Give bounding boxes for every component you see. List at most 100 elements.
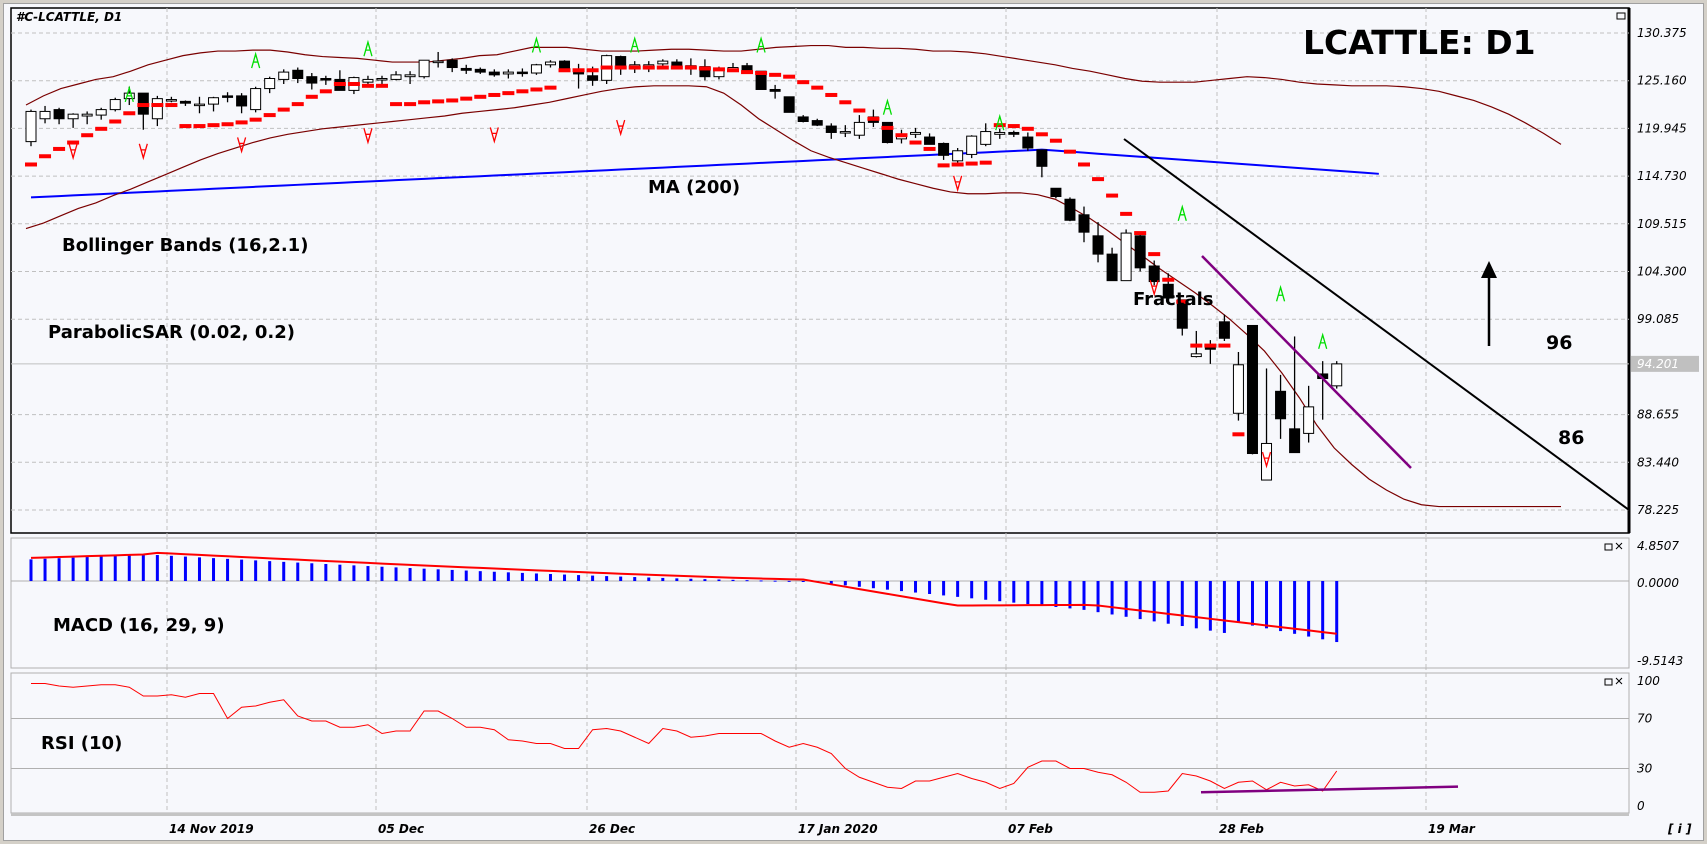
candle bbox=[1078, 206, 1090, 243]
maximize-icon[interactable] bbox=[1616, 12, 1626, 20]
macd-histogram-bar bbox=[71, 557, 75, 581]
rsi-line bbox=[31, 683, 1338, 793]
macd-tick-label: 4.8507 bbox=[1637, 539, 1679, 553]
macd-histogram-bar bbox=[1194, 581, 1198, 629]
candle bbox=[236, 93, 248, 114]
macd-histogram-bar bbox=[829, 581, 833, 584]
macd-histogram-bar bbox=[268, 561, 272, 581]
psar-dot bbox=[235, 120, 248, 125]
macd-histogram-bar bbox=[127, 555, 131, 581]
macd-histogram-bar bbox=[759, 580, 763, 582]
rsi-label: RSI (10) bbox=[41, 733, 123, 754]
fractal-up-icon bbox=[882, 98, 893, 115]
psar-dot bbox=[249, 117, 262, 122]
macd-histogram-bar bbox=[591, 575, 595, 581]
candle bbox=[924, 133, 936, 145]
macd-histogram-bar bbox=[1236, 581, 1240, 623]
psar-dot bbox=[600, 65, 613, 70]
candle bbox=[25, 109, 37, 147]
psar-dot bbox=[25, 162, 37, 167]
candle bbox=[1064, 197, 1076, 222]
candle bbox=[250, 86, 262, 113]
candle bbox=[193, 96, 205, 114]
psar-dot bbox=[1063, 149, 1076, 154]
candle bbox=[1331, 361, 1343, 389]
psar-dot bbox=[1035, 132, 1048, 137]
psar-dot bbox=[614, 65, 627, 70]
macd-maximize-icon[interactable] bbox=[1604, 543, 1613, 551]
chart-canvas[interactable]: 130.375 125.160 119.945 114.730 109.515 104.3… bbox=[4, 4, 1705, 842]
horizontal-scrollbar[interactable] bbox=[11, 813, 1629, 816]
fractal-down-icon bbox=[138, 143, 148, 161]
fractal-down-icon bbox=[616, 119, 626, 137]
candle bbox=[966, 135, 978, 159]
rsi-maximize-icon[interactable] bbox=[1604, 678, 1613, 686]
candle bbox=[306, 73, 318, 90]
candle bbox=[544, 60, 556, 68]
candle bbox=[67, 113, 79, 128]
fractal-up-icon bbox=[363, 39, 373, 57]
psar-dot bbox=[1134, 231, 1147, 236]
psar-dot bbox=[586, 68, 599, 73]
candle bbox=[179, 100, 191, 106]
macd-close-icon[interactable] bbox=[1615, 542, 1623, 550]
macd-label: MACD (16, 29, 9) bbox=[53, 615, 225, 636]
macd-histogram-bar bbox=[619, 576, 623, 581]
candle bbox=[264, 76, 276, 94]
macd-histogram-bar bbox=[155, 555, 159, 581]
macd-histogram-bar bbox=[745, 580, 749, 582]
macd-histogram-bar bbox=[899, 581, 903, 592]
psar-dot bbox=[207, 123, 220, 128]
psar-dot bbox=[1148, 252, 1161, 257]
psar-dot bbox=[95, 126, 108, 131]
candle bbox=[516, 68, 528, 77]
macd-histogram-bar bbox=[647, 577, 651, 581]
psar-label: ParabolicSAR (0.02, 0.2) bbox=[48, 322, 296, 343]
psar-dot bbox=[502, 91, 515, 96]
fractal-up-icon bbox=[995, 113, 1005, 131]
macd-histogram-bar bbox=[520, 572, 524, 581]
psar-dot bbox=[432, 99, 445, 104]
macd-histogram-bar bbox=[240, 559, 244, 581]
info-button[interactable]: [ i ] bbox=[1668, 822, 1692, 836]
macd-histogram-bar bbox=[998, 581, 1002, 602]
rsi-tick-label: 0 bbox=[1637, 799, 1645, 813]
macd-histogram-bar bbox=[1166, 581, 1170, 624]
candle bbox=[460, 64, 472, 74]
macd-histogram-bar bbox=[282, 561, 286, 581]
psar-dot bbox=[1204, 343, 1217, 348]
macd-histogram-bar bbox=[43, 558, 47, 581]
candle bbox=[1275, 374, 1287, 439]
macd-histogram-bar bbox=[1222, 581, 1226, 633]
candle bbox=[797, 115, 809, 123]
rsi-close-icon[interactable] bbox=[1615, 677, 1623, 685]
candle bbox=[811, 118, 823, 127]
macd-histogram-bar bbox=[183, 556, 187, 581]
psar-dot bbox=[755, 71, 768, 76]
fractal-down-icon bbox=[953, 175, 963, 193]
current-price-label: 94.201 bbox=[1637, 357, 1679, 371]
psar-dot bbox=[67, 140, 80, 145]
psar-dot bbox=[109, 119, 122, 124]
macd-histogram-bar bbox=[464, 570, 468, 581]
fractals-label: Fractals bbox=[1133, 289, 1214, 310]
candle bbox=[1148, 260, 1160, 286]
candle bbox=[1289, 336, 1301, 454]
macd-histogram-bar bbox=[352, 565, 356, 581]
fractal-down-icon bbox=[236, 137, 247, 154]
date-tick-label: 26 Dec bbox=[589, 822, 635, 836]
candle bbox=[53, 107, 65, 125]
candle bbox=[1261, 368, 1273, 481]
macd-histogram-bar bbox=[1054, 581, 1058, 607]
candle bbox=[39, 105, 51, 124]
psar-dot bbox=[727, 68, 739, 73]
macd-histogram-bar bbox=[1293, 581, 1297, 634]
psar-dot bbox=[291, 102, 304, 107]
macd-histogram-bar bbox=[1279, 581, 1283, 632]
price-tick-label: 104.300 bbox=[1637, 265, 1687, 279]
macd-histogram-bar bbox=[1068, 581, 1072, 609]
candle bbox=[994, 128, 1006, 139]
candle bbox=[208, 96, 220, 112]
psar-dot bbox=[319, 89, 332, 94]
macd-histogram-bar bbox=[380, 566, 384, 581]
